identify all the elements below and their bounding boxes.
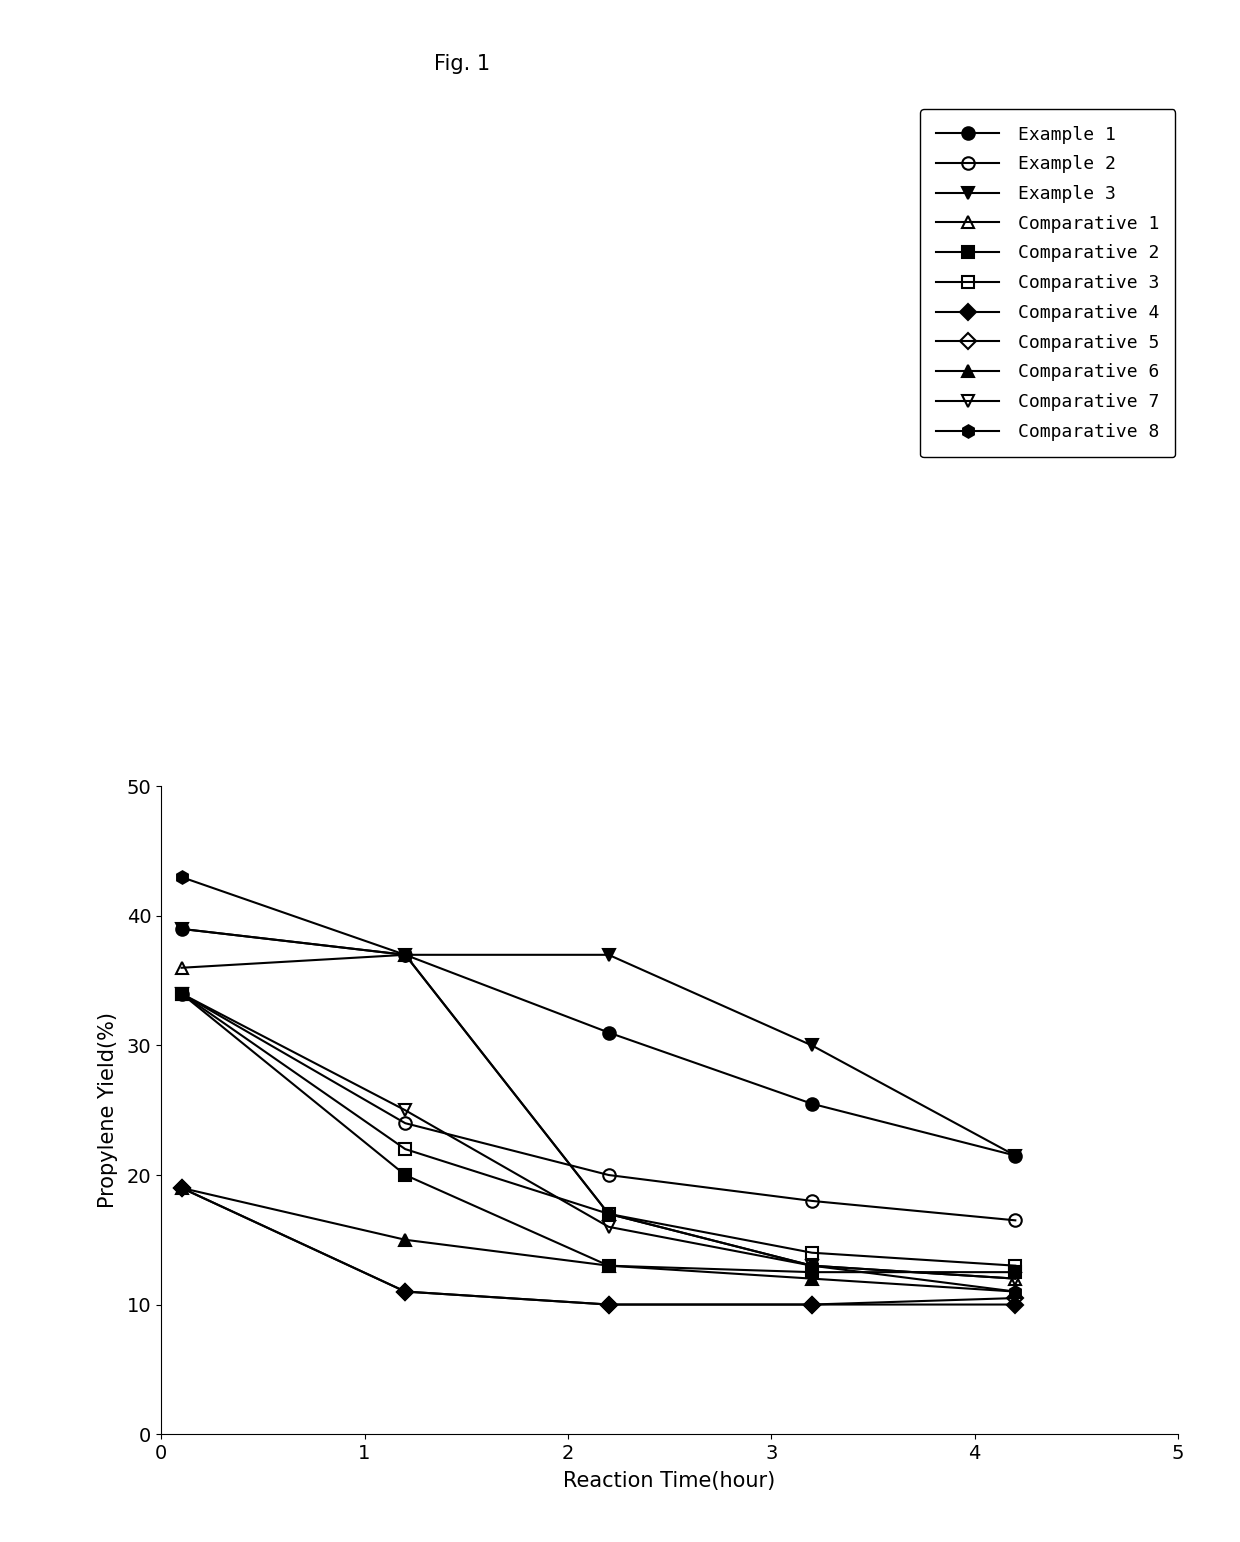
Text: Fig. 1: Fig. 1 [434,54,490,74]
X-axis label: Reaction Time(hour): Reaction Time(hour) [563,1471,776,1491]
Legend: Example 1, Example 2, Example 3, Comparative 1, Comparative 2, Comparative 3, Co: Example 1, Example 2, Example 3, Compara… [920,109,1176,456]
Y-axis label: Propylene Yield(%): Propylene Yield(%) [98,1012,118,1209]
